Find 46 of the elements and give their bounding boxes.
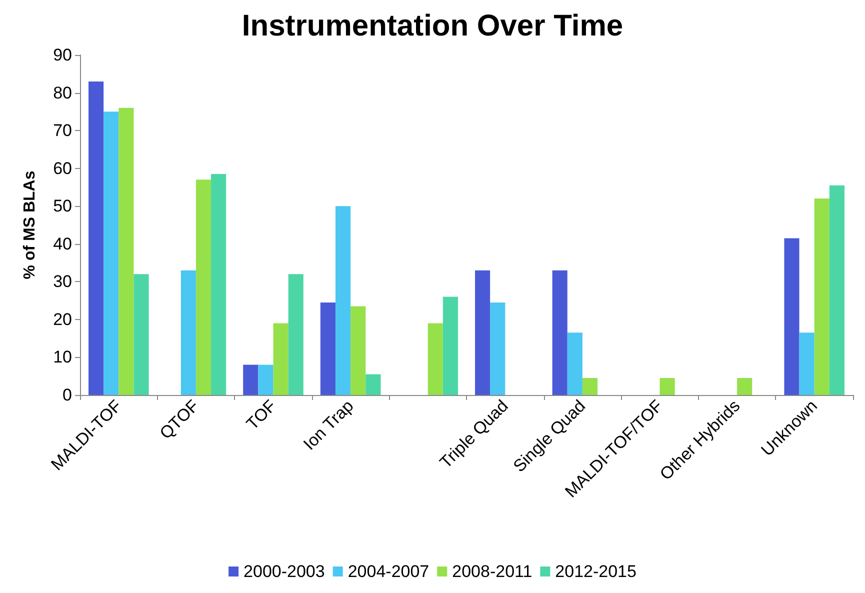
bar — [737, 378, 752, 395]
bar — [288, 274, 304, 395]
y-tick-label: 30 — [53, 272, 72, 292]
bar — [243, 364, 258, 395]
legend-label: 2012-2015 — [555, 562, 636, 581]
bar — [490, 302, 506, 395]
x-tick-label: TOF — [242, 396, 280, 434]
bar — [134, 274, 149, 395]
bar — [88, 81, 104, 395]
legend-label: 2004-2007 — [348, 562, 430, 581]
bar — [258, 364, 274, 395]
bar — [428, 323, 443, 395]
bar — [118, 108, 134, 395]
bar — [582, 378, 598, 395]
bar — [320, 302, 336, 395]
bar — [366, 374, 381, 395]
legend-label: 2000-2003 — [244, 562, 325, 581]
y-tick-label: 60 — [53, 158, 72, 178]
bar — [799, 332, 814, 395]
bar — [814, 198, 830, 395]
bar — [104, 112, 119, 395]
bar — [475, 270, 490, 395]
bar — [567, 332, 582, 395]
bar — [829, 185, 844, 395]
bar — [335, 206, 351, 395]
y-tick-label: 40 — [53, 234, 72, 254]
bar — [273, 323, 288, 395]
y-tick-label: 10 — [53, 348, 72, 367]
bar — [180, 270, 196, 395]
y-tick-label: 70 — [53, 121, 72, 140]
bar — [442, 296, 458, 395]
bar — [350, 306, 366, 395]
bar — [552, 270, 568, 395]
bar — [784, 238, 800, 395]
legend-label: 2008-2011 — [452, 562, 532, 581]
y-tick-label: 50 — [53, 196, 72, 216]
bar — [660, 378, 675, 395]
chart-title: Instrumentation Over Time — [242, 10, 624, 42]
y-tick-label: 20 — [53, 310, 72, 329]
y-tick-label: 90 — [53, 46, 72, 64]
bar — [196, 180, 212, 395]
y-axis-title: % of MS BLAs — [22, 170, 38, 280]
y-tick-label: 80 — [53, 83, 72, 102]
bar — [211, 174, 226, 395]
y-tick-label: 0 — [62, 386, 72, 404]
x-tick-label: Ion Trap — [300, 396, 358, 454]
